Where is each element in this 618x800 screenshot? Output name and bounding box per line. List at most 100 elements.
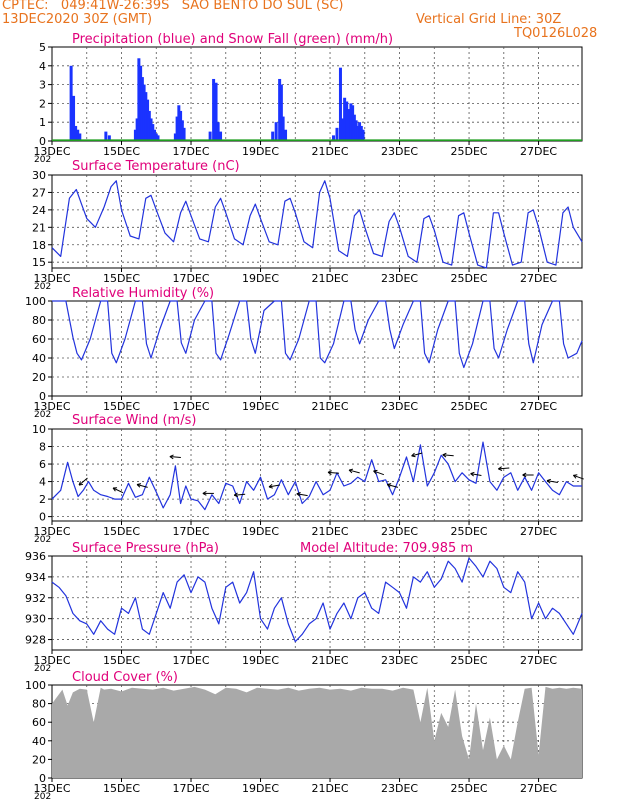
x-tick-label: 27DEC [520,145,557,158]
panel-title: Precipitation (blue) and Snow Fall (gree… [72,32,393,47]
y-tick-label: 4 [39,60,46,73]
x-tick-label: 15DEC [103,782,140,795]
y-tick-label: 27 [32,186,46,199]
wind-arrow-head [522,474,527,478]
wind-arrow-shaft [373,470,385,476]
precip-bar [156,135,160,141]
x-tick-label: 19DEC [242,782,279,795]
x-tick-label: 25DEC [450,654,487,667]
y-tick-label: 100 [25,295,46,308]
wind-arrow-shaft [546,480,558,484]
precip-bar [271,131,275,141]
wind-arrow-head [268,486,273,489]
precip-bar [107,135,111,141]
wind-arrow [373,469,385,476]
x-tick-label: 23DEC [381,145,418,158]
wind-arrow-shaft [470,473,482,477]
wind-arrow-head [498,468,503,471]
wind-arrow-shaft [348,469,360,474]
panel-title: Surface Temperature (nC) [72,159,240,174]
x-tick-label: 25DEC [450,400,487,413]
wind-arrow-shaft [327,471,340,474]
x-tick-label: 19DEC [242,272,279,285]
precip-bar [361,129,365,141]
precip-bar [179,110,183,141]
x-tick-label: 21DEC [311,400,348,413]
y-tick-label: 18 [32,239,46,252]
wind-arrow-shaft [136,484,148,488]
x-year-label: 202 [34,282,51,292]
y-tick-label: 0 [39,772,46,785]
precip-bar [354,120,358,141]
wind-arrow-shaft [411,452,423,457]
panel-3 [48,428,584,525]
wind-arrow-head [572,474,577,479]
precip-bar [284,129,288,141]
wind-arrow-shaft [498,467,510,470]
cloud-area [52,686,582,778]
x-tick-label: 21DEC [311,145,348,158]
precip-bar [147,110,151,141]
wind-arrow [572,474,584,480]
x-tick-label: 15DEC [103,400,140,413]
x-tick-label: 27DEC [520,272,557,285]
precip-bar [135,118,139,141]
precip-bar [177,105,181,141]
precip-bar [358,122,362,141]
x-tick-label: 15DEC [103,654,140,667]
wind-arrow-head [348,469,353,474]
precip-bar [69,65,73,141]
y-tick-label: 10 [32,423,46,436]
x-tick-label: 19DEC [242,654,279,667]
wind-arrow-head [546,480,551,484]
panel-title: Surface Wind (m/s) [72,413,196,428]
wind-arrow [470,471,482,477]
wind-arrow-head [348,468,354,471]
x-year-label: 202 [34,155,51,165]
wind-arrow-head [112,487,116,492]
x-tick-label: 17DEC [172,272,209,285]
y-tick-label: 20 [32,371,46,384]
panel-frame [51,428,583,522]
x-tick-label: 25DEC [450,272,487,285]
series-line [51,441,582,511]
wind-arrow [233,492,246,498]
wind-arrow-head [522,472,527,476]
wind-arrow [386,483,399,488]
y-tick-label: 21 [32,221,46,234]
panel-0 [48,46,583,145]
precip-bar [180,120,184,141]
precip-bar [351,105,355,141]
wind-arrow-shaft [442,454,454,457]
precip-bar [175,116,179,141]
precip-bar [214,82,218,141]
y-tick-label: 3 [39,79,46,92]
panel-annotation: Model Altitude: 709.985 m [300,541,473,556]
x-tick-label: 17DEC [172,400,209,413]
precip-bar [332,135,336,141]
y-tick-label: 60 [32,333,46,346]
wind-arrow [78,477,88,486]
wind-arrow [112,487,124,494]
panel-title: Relative Humidity (%) [72,286,214,301]
precip-bar [279,84,283,141]
wind-arrow [296,492,308,497]
wind-arrow-head [202,491,207,494]
wind-arrow-head [327,471,332,475]
wind-arrow-head [233,492,238,496]
precip-bar [349,103,353,141]
precip-bar [133,129,137,141]
y-tick-label: 928 [25,634,46,647]
precip-bar [219,131,223,141]
wind-arrow [498,466,510,471]
wind-arrow-head [573,474,578,476]
wind-arrow-head [470,471,475,475]
y-tick-label: 8 [39,441,46,454]
x-tick-label: 25DEC [450,145,487,158]
wind-arrow-shaft [169,456,181,459]
precip-bar [140,77,144,141]
panel-4 [48,555,583,654]
precip-bar [154,133,158,141]
precip-bar [338,67,342,141]
